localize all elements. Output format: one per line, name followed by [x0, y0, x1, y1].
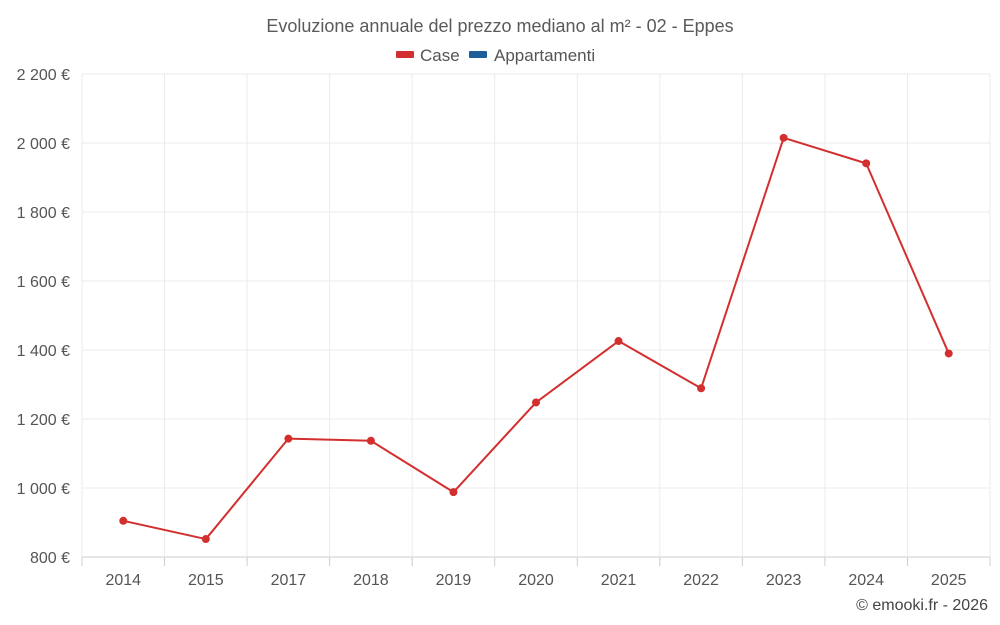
- x-tick-label: 2020: [518, 572, 554, 589]
- data-point-case-2020: [532, 398, 540, 407]
- data-point-case-2018: [366, 436, 375, 445]
- x-tick-label: 2025: [931, 572, 967, 589]
- credit-text: © emooki.fr - 2026: [856, 597, 988, 614]
- legend: Case Appartamenti: [396, 46, 595, 65]
- data-point-case-2015: [201, 535, 210, 544]
- data-point-case-2024: [862, 159, 871, 168]
- x-tick-label: 2014: [105, 572, 141, 589]
- x-tick-label: 2022: [683, 572, 719, 589]
- legend-label-appartamenti: Appartamenti: [494, 46, 595, 65]
- data-point-case-2017: [284, 434, 293, 443]
- data-point-case-2019: [449, 488, 458, 497]
- x-tick-label: 2018: [353, 572, 389, 589]
- data-point-case-2025: [944, 349, 953, 358]
- x-tick-label: 2024: [848, 572, 884, 589]
- y-tick-label: 1 400 €: [17, 343, 70, 360]
- y-axis: 800 € 1 000 € 1 200 € 1 400 € 1 600 € 1 800 €…: [17, 67, 70, 567]
- x-tick-label: 2019: [436, 572, 472, 589]
- y-tick-label: 1 200 €: [17, 412, 70, 429]
- series-layer: [119, 133, 953, 544]
- x-tick-label: 2023: [766, 572, 802, 589]
- x-tick-label: 2021: [601, 572, 637, 589]
- data-point-case-2023: [779, 133, 788, 142]
- grid: [81, 73, 991, 558]
- data-point-case-2014: [119, 516, 128, 525]
- chart-title: Evoluzione annuale del prezzo mediano al…: [266, 16, 733, 36]
- y-tick-label: 1 600 €: [17, 274, 70, 291]
- y-tick-label: 2 000 €: [17, 136, 70, 153]
- y-tick-label: 800 €: [30, 550, 70, 567]
- legend-label-case: Case: [420, 46, 460, 65]
- x-axis: 2014 2015 2017 2018 2019 2020 2021 2022 2023 2024…: [81, 557, 991, 589]
- data-point-case-2021: [614, 337, 623, 346]
- y-tick-label: 1 000 €: [17, 481, 70, 498]
- x-tick-label: 2017: [271, 572, 307, 589]
- legend-swatch-case: [396, 51, 414, 58]
- y-tick-label: 2 200 €: [17, 67, 70, 84]
- legend-swatch-appartamenti: [469, 51, 487, 58]
- x-tick-label: 2015: [188, 572, 224, 589]
- y-tick-label: 1 800 €: [17, 205, 70, 222]
- data-point-case-2022: [697, 384, 706, 393]
